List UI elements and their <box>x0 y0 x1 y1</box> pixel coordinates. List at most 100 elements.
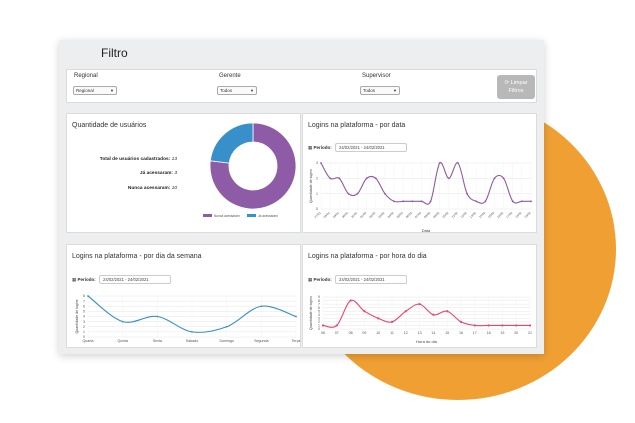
data-point-2 <box>338 177 341 180</box>
y-tick-label-2: 2 <box>316 177 318 181</box>
data-point-14 <box>447 177 450 180</box>
page-title: Filtro <box>101 46 128 60</box>
data-point-18 <box>484 200 487 203</box>
x-tick-label-6: 12 <box>404 331 408 335</box>
x-tick-label-12: 18 <box>487 331 491 335</box>
dashboard-window: Filtro Regional Regional ▼ Gerente Todos… <box>59 40 544 354</box>
week-period-input[interactable]: 24/02/2021 - 24/02/2021 <box>99 275 171 284</box>
x-tick-label-15: 11/02 <box>451 211 459 219</box>
x-tick-label-1: 07 <box>335 331 339 335</box>
data-point-6 <box>295 315 297 318</box>
data-point-11 <box>473 324 476 327</box>
y-tick-label-0: 0 <box>83 335 85 339</box>
date-period-input[interactable]: 24/02/2021 - 24/02/2021 <box>335 143 407 152</box>
gerente-label: Gerente <box>219 73 241 79</box>
data-point-15 <box>528 324 532 327</box>
chevron-down-icon: ▼ <box>110 88 114 93</box>
data-point-4 <box>356 192 359 195</box>
data-point-12 <box>429 200 432 203</box>
x-tick-label-12: 08/02 <box>423 211 431 219</box>
x-tick-label-3: 30/01 <box>341 211 349 219</box>
gerente-select[interactable]: Todos ▼ <box>217 86 257 95</box>
regional-label: Regional <box>74 73 98 79</box>
y-tick-label-5: 5 <box>318 309 320 313</box>
y-tick-label-4: 4 <box>83 315 85 319</box>
data-point-23 <box>530 200 532 203</box>
y-tick-label-6: 6 <box>83 304 85 308</box>
data-point-16 <box>466 192 468 195</box>
x-tick-label-4: 10 <box>376 331 380 335</box>
x-tick-label-13: 19 <box>500 331 504 335</box>
data-point-5 <box>365 177 368 180</box>
data-point-5 <box>390 320 394 323</box>
week-period-label: Período: <box>77 277 96 282</box>
data-point-11 <box>420 200 423 203</box>
y-tick-label-4: 4 <box>318 313 320 317</box>
x-tick-label-2: 29/01 <box>332 211 340 219</box>
y-tick-label-3: 3 <box>316 161 318 165</box>
users-donut-chart: Nunca acessaram Já acessaram <box>203 122 297 218</box>
x-tick-label-18: 14/02 <box>478 211 486 219</box>
data-point-13 <box>501 324 504 327</box>
data-point-8 <box>432 313 435 316</box>
y-axis-title: Quantidade de logins <box>309 169 313 203</box>
data-point-5 <box>260 305 263 308</box>
hour-period-input[interactable]: 24/02/2021 - 24/02/2021 <box>335 275 407 284</box>
x-tick-label-8: 14 <box>431 331 435 335</box>
data-point-22 <box>520 200 523 203</box>
data-point-1 <box>335 324 338 327</box>
x-tick-label-0: 27/01 <box>314 211 322 219</box>
stat-accessed-value: 3 <box>174 171 177 176</box>
x-tick-label-9: 15 <box>445 331 449 335</box>
stat-total: Total de usuários cadastrados: 13 <box>27 157 177 162</box>
x-tick-label-7: 13 <box>418 331 422 335</box>
supervisor-select[interactable]: Todos ▼ <box>360 86 400 95</box>
y-tick-label-0: 0 <box>316 207 318 211</box>
x-tick-label-2: 08 <box>349 331 353 335</box>
x-tick-label-8: 04/02 <box>387 211 395 219</box>
data-point-3 <box>191 330 193 333</box>
stat-never-value: 10 <box>171 186 177 191</box>
stat-total-value: 13 <box>171 157 177 162</box>
x-tick-label-13: 09/02 <box>432 211 440 219</box>
supervisor-select-value: Todos <box>363 88 376 93</box>
x-tick-label-5: 11 <box>390 331 394 335</box>
stat-accessed: Já acessaram: 3 <box>27 171 177 176</box>
y-axis-title: Quantidade de logins <box>309 296 313 330</box>
clear-filters-button[interactable]: ⟳ Limpar Filtros <box>497 75 535 99</box>
donut-slice-1 <box>209 122 254 164</box>
x-tick-label-23: 19/02 <box>524 211 532 219</box>
filter-panel: Regional Regional ▼ Gerente Todos ▼ Supe… <box>66 69 537 103</box>
data-point-7 <box>384 192 386 195</box>
x-tick-label-1: Quinta <box>117 339 128 343</box>
series-line <box>320 162 531 205</box>
chevron-down-icon: ▼ <box>250 88 254 93</box>
date-period-label: Período: <box>313 145 332 150</box>
regional-select[interactable]: Regional ▼ <box>73 86 117 95</box>
x-tick-label-14: 20 <box>514 331 518 335</box>
data-point-6 <box>404 310 407 313</box>
data-point-6 <box>374 177 377 180</box>
hour-card-title: Logins na plataforma - por hora do dia <box>308 253 427 260</box>
data-point-2 <box>349 299 352 302</box>
data-point-1 <box>329 177 332 180</box>
stat-total-label: Total de usuários cadastrados: <box>99 157 171 162</box>
x-tick-label-11: 07/02 <box>414 211 422 219</box>
x-tick-label-6: Terça <box>292 339 301 343</box>
data-point-4 <box>225 325 228 328</box>
data-point-13 <box>438 162 441 164</box>
stat-accessed-label: Já acessaram: <box>139 171 173 176</box>
x-tick-label-4: 31/01 <box>350 211 358 219</box>
week-period: ▦ Período: <box>72 277 96 283</box>
x-tick-label-22: 18/02 <box>514 211 522 219</box>
x-tick-label-17: 13/02 <box>469 211 477 219</box>
data-point-0 <box>321 324 325 327</box>
x-tick-label-3: Sabado <box>186 339 198 343</box>
x-axis-title: Data <box>422 228 431 233</box>
legend-label-0: Nunca acessaram <box>214 214 240 218</box>
x-tick-label-21: 17/02 <box>505 211 513 219</box>
week-card-title: Logins na plataforma - por dia da semana <box>72 253 202 260</box>
y-tick-label-3: 3 <box>83 320 85 324</box>
